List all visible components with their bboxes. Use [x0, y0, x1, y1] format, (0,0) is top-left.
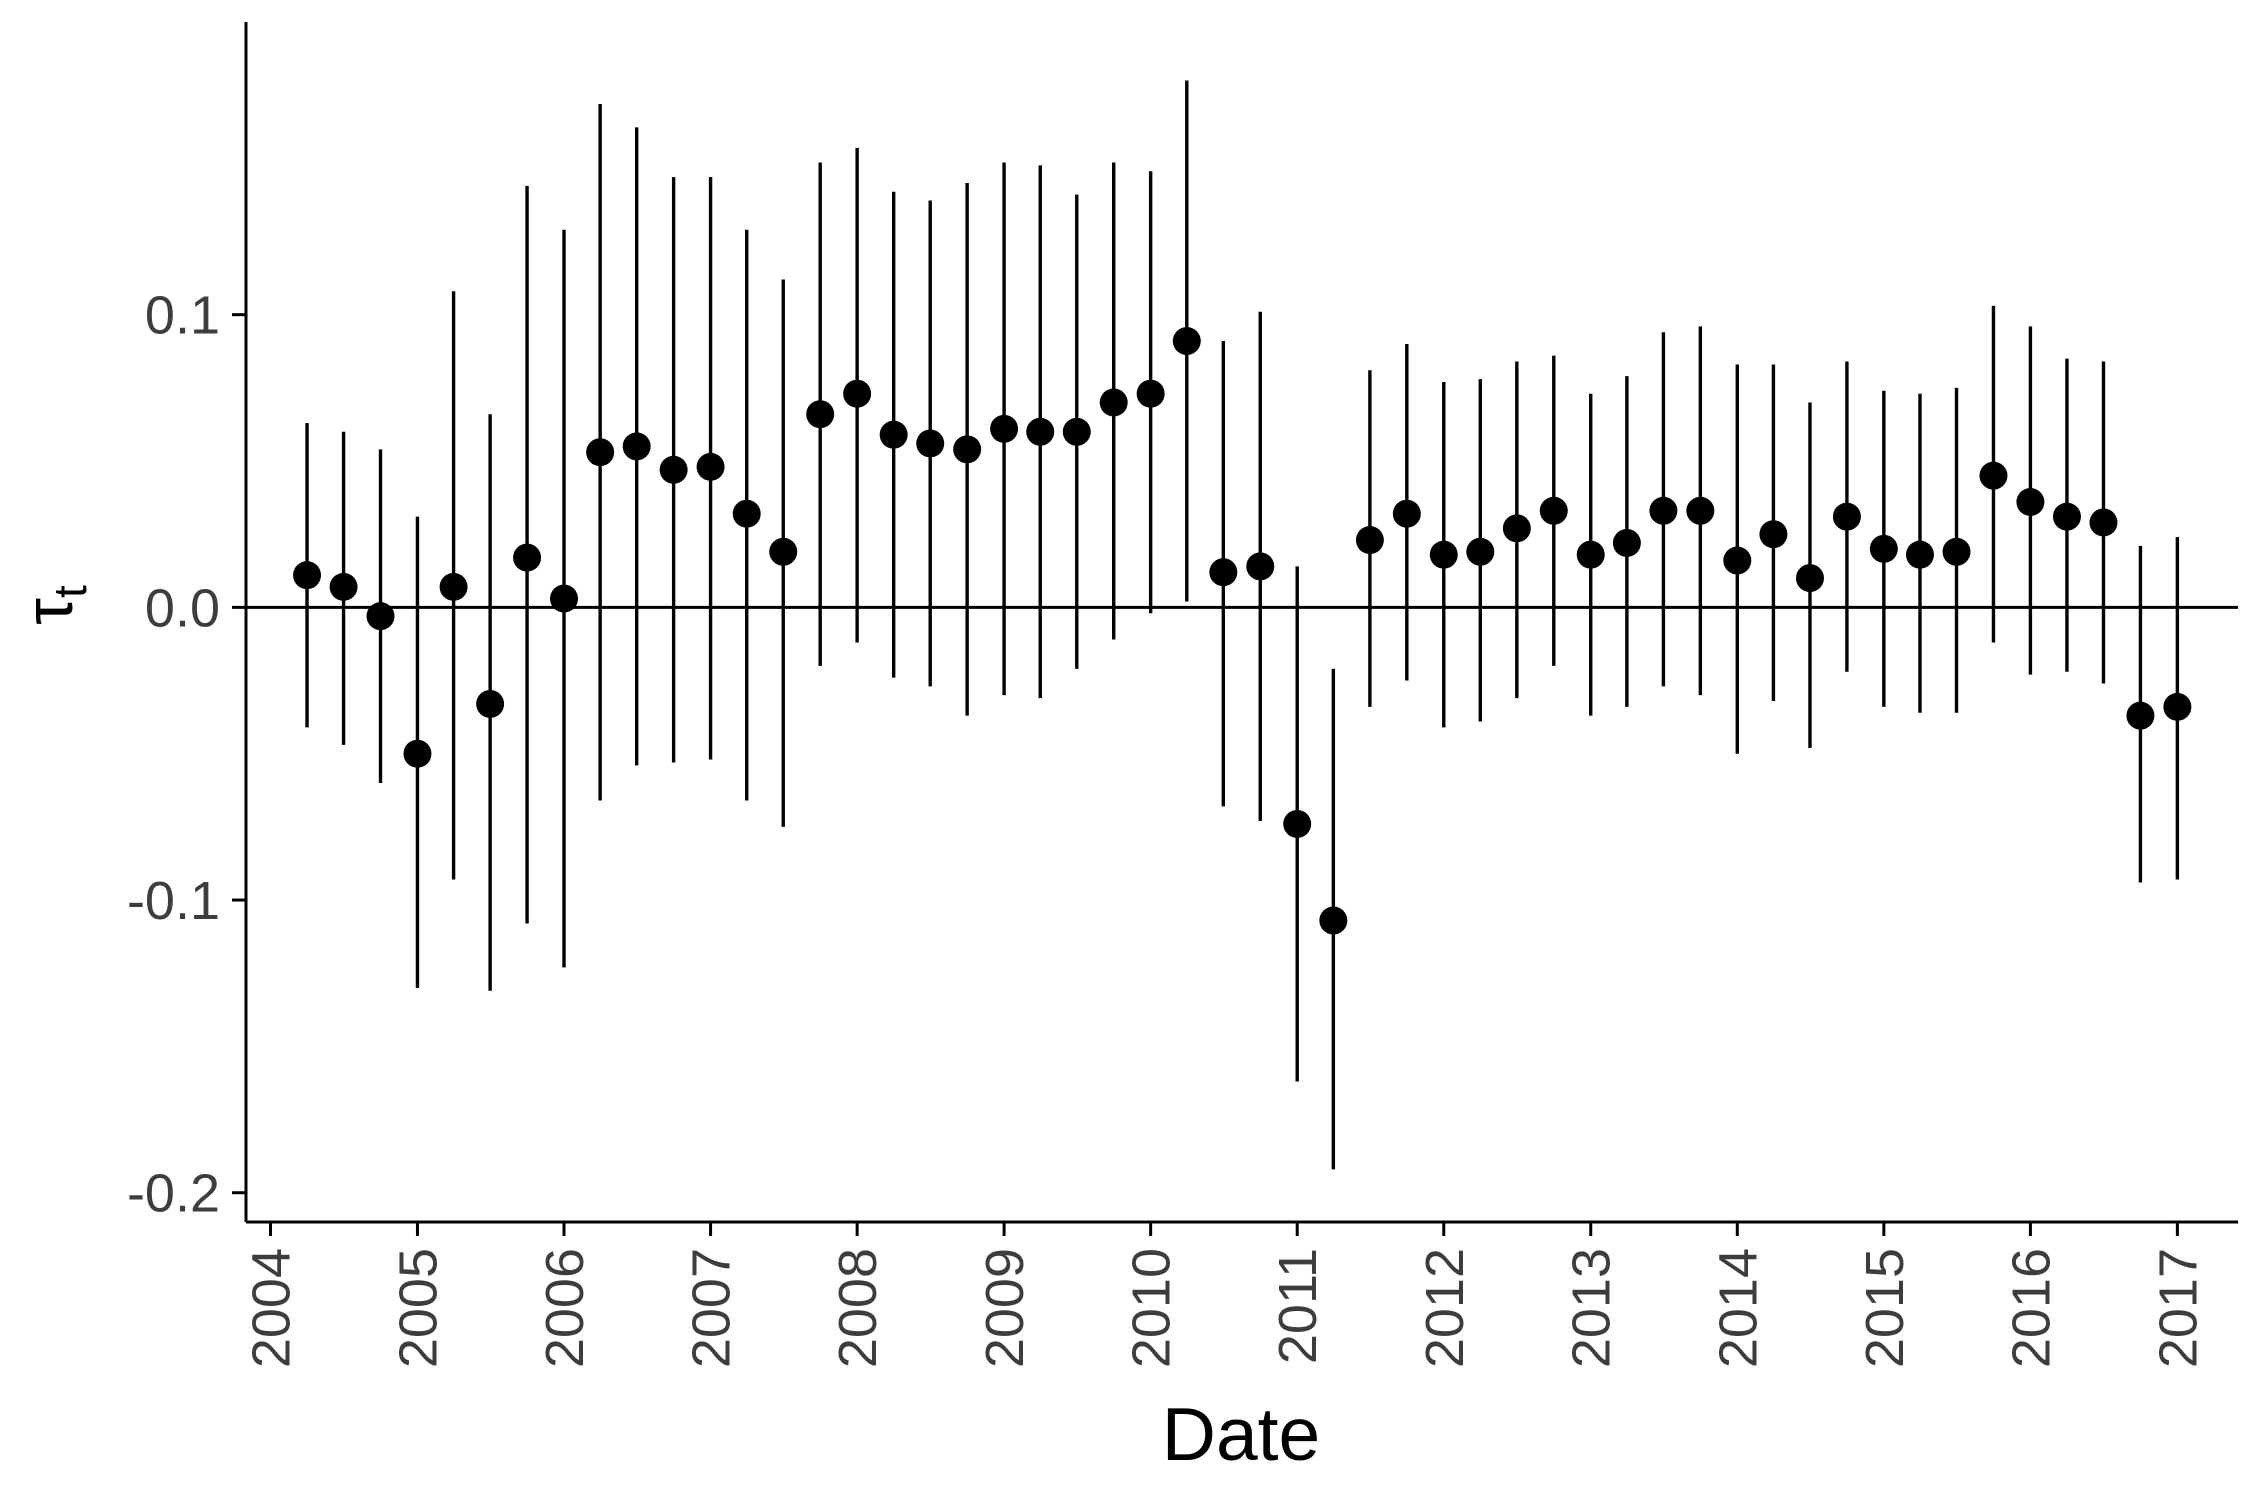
data-point [2089, 508, 2118, 537]
data-point [1209, 558, 1238, 587]
y-axis-title-symbol: τ [11, 598, 87, 625]
data-point [1979, 461, 2008, 490]
data-point [879, 420, 908, 449]
data-point [1942, 537, 1971, 566]
data-point [1869, 534, 1898, 563]
data-point [1502, 514, 1531, 543]
data-point [1246, 552, 1275, 581]
data-point [659, 455, 688, 484]
data-point [476, 689, 505, 718]
x-axis-ticks: 2004 2005 2006 2007 2008 2009 2010 2011 2012 2013… [241, 1222, 2208, 1368]
data-point [1539, 496, 1568, 525]
data-point [366, 602, 395, 631]
x-tick-label: 2017 [2148, 1248, 2208, 1368]
x-tick-label: 2006 [535, 1248, 595, 1368]
data-point [1429, 540, 1458, 569]
data-point [1319, 906, 1348, 935]
y-tick-label: 0.0 [145, 578, 220, 638]
axes-layer [244, 22, 2238, 1224]
x-tick-label: 2012 [1415, 1248, 1475, 1368]
y-tick-label: -0.1 [127, 871, 220, 931]
data-point [2163, 692, 2192, 721]
y-axis-ticks: 0.1 0.0 -0.1 -0.2 [127, 286, 246, 1224]
data-point [916, 429, 945, 458]
data-point [1686, 496, 1715, 525]
data-point [1832, 502, 1861, 531]
data-point [769, 537, 798, 566]
x-tick-label: 2009 [975, 1248, 1035, 1368]
data-point [293, 561, 322, 590]
x-tick-label: 2014 [1708, 1248, 1768, 1368]
data-point [843, 379, 872, 408]
x-tick-label: 2015 [1855, 1248, 1915, 1368]
x-tick-label: 2016 [2001, 1248, 2061, 1368]
x-tick-label: 2013 [1562, 1248, 1622, 1368]
data-point [1283, 809, 1312, 838]
point-layer [293, 327, 2192, 935]
data-point [1355, 526, 1384, 555]
data-point [403, 739, 432, 768]
data-point [1136, 379, 1165, 408]
data-point [1795, 564, 1824, 593]
data-point [622, 432, 651, 461]
data-point [953, 435, 982, 464]
data-point [1649, 496, 1678, 525]
data-point [1759, 520, 1788, 549]
y-tick-label: 0.1 [145, 286, 220, 346]
error-bar-layer [305, 80, 2180, 1170]
data-point [1172, 327, 1201, 356]
x-axis-title: Date [1162, 1392, 1320, 1476]
data-point [2126, 701, 2155, 730]
data-point [696, 452, 725, 481]
x-tick-label: 2004 [241, 1248, 301, 1368]
data-point [2052, 502, 2081, 531]
data-point [1466, 537, 1495, 566]
data-point [1576, 540, 1605, 569]
x-tick-label: 2010 [1122, 1248, 1182, 1368]
data-point [550, 584, 579, 613]
x-tick-label: 2011 [1268, 1248, 1328, 1364]
data-point [1723, 546, 1752, 575]
data-point [586, 438, 615, 467]
data-point [1905, 540, 1934, 569]
data-point [1026, 417, 1055, 446]
data-point [439, 572, 468, 601]
y-tick-label: -0.2 [127, 1164, 220, 1224]
data-point [2016, 488, 2045, 516]
data-point [1612, 528, 1641, 557]
x-tick-label: 2007 [682, 1248, 742, 1368]
x-tick-label: 2005 [388, 1248, 448, 1368]
data-point [990, 414, 1019, 443]
data-point [732, 499, 761, 528]
data-point [513, 543, 542, 572]
x-tick-label: 2008 [828, 1248, 888, 1368]
data-point [1392, 499, 1421, 528]
data-point [329, 572, 358, 601]
data-point [806, 400, 835, 429]
data-point [1062, 417, 1091, 446]
data-point [1099, 388, 1128, 417]
y-axis-title-subscript: t [44, 585, 96, 598]
y-axis-title: τt [11, 585, 96, 625]
